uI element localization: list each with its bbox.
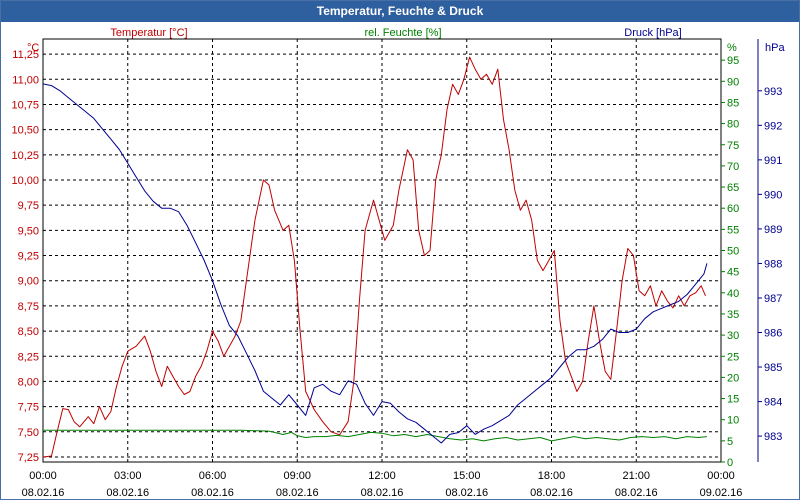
humidity-tick-label: 30 xyxy=(727,330,739,342)
humidity-tick-label: 50 xyxy=(727,246,739,258)
temperature-tick-label: 9,00 xyxy=(18,276,39,288)
humidity-tick-label: 35 xyxy=(727,309,739,321)
temperature-tick-label: 8,75 xyxy=(18,301,39,313)
series-line-humidity xyxy=(43,429,707,442)
temperature-tick-label: 8,50 xyxy=(18,326,39,338)
temperature-tick-label: 10,75 xyxy=(11,99,39,111)
pressure-tick-label: 986 xyxy=(764,328,782,340)
temperature-tick-label: 7,75 xyxy=(18,402,39,414)
humidity-tick-label: 55 xyxy=(727,224,739,236)
temperature-tick-label: 11,25 xyxy=(12,49,39,61)
pressure-tick-label: 992 xyxy=(764,120,782,132)
pressure-tick-label: 987 xyxy=(764,293,782,305)
humidity-tick-label: 60 xyxy=(727,203,739,215)
x-tick-time: 21:00 xyxy=(622,470,650,482)
temperature-tick-label: 8,00 xyxy=(18,376,39,388)
temperature-tick-label: 8,25 xyxy=(18,351,39,363)
x-tick-date: 08.02.16 xyxy=(615,487,658,499)
x-tick-time: 09:00 xyxy=(283,470,311,482)
series-line-temperature xyxy=(42,56,706,458)
pressure-unit-label: hPa xyxy=(765,42,785,54)
temperature-tick-label: 10,25 xyxy=(11,150,39,162)
pressure-tick-label: 990 xyxy=(764,189,782,201)
x-tick-date: 08.02.16 xyxy=(276,487,319,499)
x-tick-date: 09.02.16 xyxy=(700,487,743,499)
humidity-tick-label: 80 xyxy=(727,119,739,131)
pressure-tick-label: 993 xyxy=(764,86,782,98)
x-tick-date: 08.02.16 xyxy=(22,487,65,499)
pressure-tick-label: 991 xyxy=(764,155,782,167)
tick-labels: 7,25 7,50 7,75 8,00 8,25 8,50 8,75 9,00 9,25 9,50… xyxy=(11,39,782,499)
series-group xyxy=(42,56,708,458)
pressure-tick-label: 984 xyxy=(764,397,782,409)
humidity-tick-label: 85 xyxy=(727,97,739,109)
temperature-tick-label: 7,25 xyxy=(18,452,39,464)
pressure-tick-label: 985 xyxy=(764,362,782,374)
x-tick-date: 08.02.16 xyxy=(530,487,573,499)
temperature-tick-label: 9,75 xyxy=(18,200,39,212)
x-tick-date: 08.02.16 xyxy=(445,487,488,499)
humidity-tick-label: 10 xyxy=(727,415,739,427)
humidity-tick-label: 45 xyxy=(727,267,739,279)
temperature-tick-label: 9,50 xyxy=(18,225,39,237)
x-tick-time: 06:00 xyxy=(199,470,227,482)
x-tick-date: 08.02.16 xyxy=(106,487,149,499)
x-tick-time: 00:00 xyxy=(29,470,57,482)
humidity-tick-label: 0 xyxy=(727,457,733,469)
grid xyxy=(43,39,721,462)
temperature-tick-label: 7,50 xyxy=(18,427,39,439)
pressure-tick-label: 988 xyxy=(764,258,782,270)
humidity-tick-label: 90 xyxy=(727,76,739,88)
humidity-axis-label: rel. Feuchte [%] xyxy=(364,27,441,39)
x-tick-time: 00:00 xyxy=(707,470,735,482)
temperature-tick-label: 11,00 xyxy=(12,74,39,86)
humidity-tick-label: 95 xyxy=(727,55,739,67)
series-line-pressure xyxy=(42,83,708,444)
pressure-tick-label: 989 xyxy=(764,224,782,236)
humidity-tick-label: 5 xyxy=(727,436,733,448)
x-tick-time: 18:00 xyxy=(538,470,566,482)
humidity-unit-label: % xyxy=(727,42,737,54)
x-tick-date: 08.02.16 xyxy=(361,487,404,499)
x-tick-date: 08.02.16 xyxy=(191,487,234,499)
humidity-tick-label: 40 xyxy=(727,288,739,300)
humidity-tick-label: 20 xyxy=(727,372,739,384)
window-title: Temperatur, Feuchte & Druck xyxy=(1,1,799,22)
pressure-axis-label: Druck [hPa] xyxy=(624,27,681,39)
temperature-unit-label: °C xyxy=(27,42,39,54)
chart: 7,25 7,50 7,75 8,00 8,25 8,50 8,75 9,00 9,25 9,50… xyxy=(11,27,785,499)
humidity-tick-label: 25 xyxy=(727,351,739,363)
temperature-tick-label: 10,50 xyxy=(11,125,39,137)
temperature-tick-label: 10,00 xyxy=(11,175,39,187)
x-tick-time: 12:00 xyxy=(368,470,396,482)
temperature-tick-label: 9,25 xyxy=(18,251,39,263)
humidity-tick-label: 15 xyxy=(727,394,739,406)
x-tick-time: 15:00 xyxy=(453,470,481,482)
temperature-axis-label: Temperatur [°C] xyxy=(110,27,187,39)
pressure-tick-label: 983 xyxy=(764,431,782,443)
humidity-tick-label: 75 xyxy=(727,140,739,152)
x-tick-time: 03:00 xyxy=(114,470,142,482)
humidity-tick-label: 65 xyxy=(727,182,739,194)
humidity-tick-label: 70 xyxy=(727,161,739,173)
